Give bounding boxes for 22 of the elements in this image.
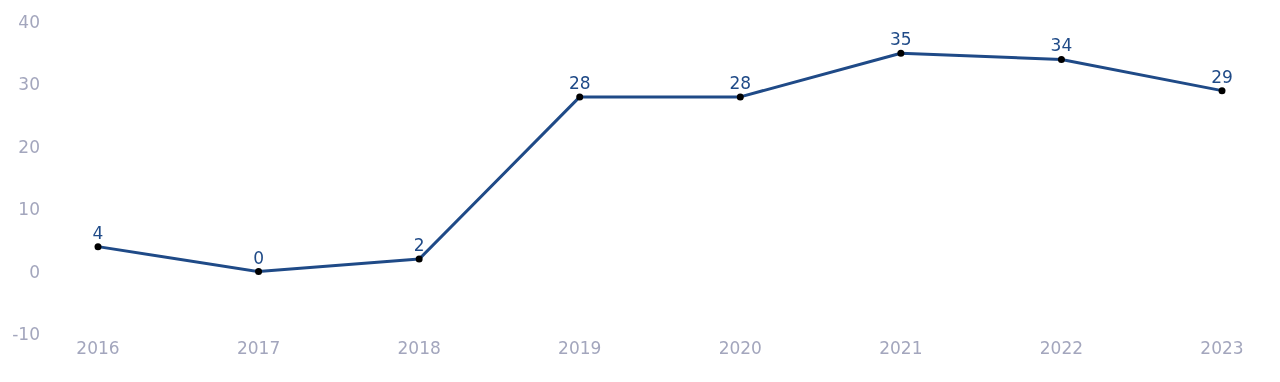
- x-tick-label: 2016: [76, 338, 120, 359]
- data-label: 0: [253, 247, 264, 268]
- data-label: 35: [890, 29, 912, 50]
- y-tick-label: 40: [18, 12, 40, 33]
- y-tick-label: -10: [12, 324, 40, 345]
- data-label: 29: [1211, 66, 1233, 87]
- x-tick-label: 2021: [879, 338, 923, 359]
- x-tick-label: 2023: [1200, 338, 1244, 359]
- data-label: 2: [413, 235, 425, 256]
- x-tick-label: 2017: [236, 338, 281, 359]
- y-tick-label: 10: [18, 199, 40, 220]
- y-tick-label: 0: [29, 261, 40, 282]
- x-tick-label: 2020: [718, 338, 762, 359]
- data-label: 34: [1050, 35, 1073, 56]
- data-label: 28: [568, 72, 591, 93]
- y-tick-label: 30: [18, 74, 40, 95]
- x-tick-label: 2018: [397, 338, 441, 359]
- data-label: 28: [729, 72, 752, 93]
- x-tick-label: 2019: [558, 338, 602, 359]
- x-tick-label: 2022: [1039, 338, 1084, 359]
- y-tick-label: 20: [18, 136, 40, 157]
- data-label: 4: [92, 222, 104, 243]
